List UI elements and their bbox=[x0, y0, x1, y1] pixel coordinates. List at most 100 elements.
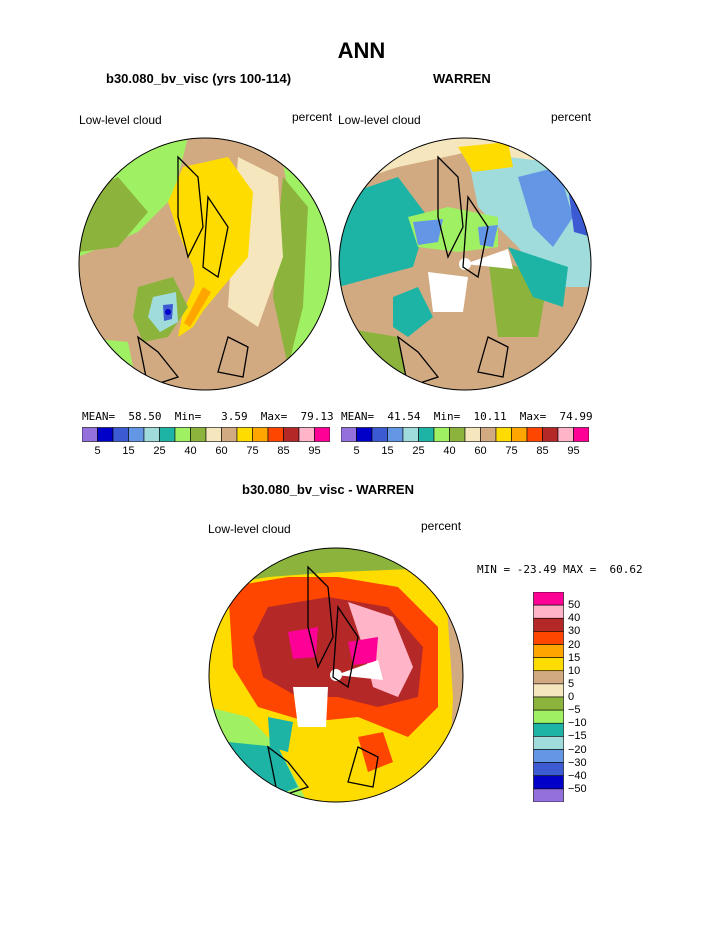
panel-2-field-pacific-blue bbox=[518, 167, 573, 247]
panel-2-variable-label: Low-level cloud bbox=[338, 113, 421, 127]
panel-3-missing-pole bbox=[336, 660, 383, 680]
panel-3-colorbar-tick-label: −50 bbox=[568, 782, 587, 795]
panel-3-colorbar-tick-label: 20 bbox=[568, 638, 581, 651]
panel-3-variable-label: Low-level cloud bbox=[208, 522, 291, 536]
panel-1-colorbar-swatch bbox=[82, 427, 98, 442]
panel-1-field-arctic-yellow bbox=[168, 157, 253, 317]
panel-2-missing-pole-hole bbox=[459, 258, 471, 270]
panel-2-polar-map bbox=[338, 137, 592, 391]
panel-2-colorbar-swatch bbox=[542, 427, 559, 442]
panel-1-colorbar-swatch bbox=[314, 427, 330, 442]
panel-1-map-border bbox=[78, 137, 332, 391]
panel-2-colorbar-tick-label: 25 bbox=[412, 445, 425, 457]
panel-1-colorbar-tick-label: 75 bbox=[246, 445, 259, 457]
panel-2-colorbar bbox=[341, 427, 589, 442]
panel-2-colorbar-tick-label: 85 bbox=[536, 445, 549, 457]
panel-3-colorbar-swatch bbox=[533, 670, 564, 685]
panel-2-stats: MEAN= 41.54 Min= 10.11 Max= 74.99 bbox=[341, 410, 593, 423]
panel-1-colorbar-swatch bbox=[174, 427, 191, 442]
panel-1-colorbar-swatch bbox=[97, 427, 114, 442]
panel-3-colorbar-swatch bbox=[533, 592, 564, 606]
panel-2-colorbar-swatch bbox=[495, 427, 512, 442]
panel-2-colorbar-swatch bbox=[449, 427, 466, 442]
panel-2-field-arctic-blue bbox=[413, 219, 443, 245]
panel-3-field-south-red bbox=[358, 732, 393, 772]
panel-3-colorbar-swatch bbox=[533, 788, 564, 802]
panel-3-colorbar-swatch bbox=[533, 617, 564, 632]
panel-3-map-border bbox=[208, 547, 464, 803]
panel-3-colorbar-swatch bbox=[533, 696, 564, 711]
panel-3-colorbar-tick-label: −10 bbox=[568, 717, 587, 730]
panel-2-colorbar-tick-label: 40 bbox=[443, 445, 456, 457]
panel-1-field-orange-streak bbox=[184, 287, 211, 327]
panel-2-missing-greenland bbox=[428, 272, 468, 312]
panel-1-colorbar-swatch bbox=[112, 427, 129, 442]
panel-3-colorbar bbox=[533, 592, 564, 802]
panel-2-field-arctic-blue-2 bbox=[478, 225, 498, 247]
panel-3-colorbar-swatch bbox=[533, 604, 564, 619]
panel-1-colorbar-swatch bbox=[128, 427, 145, 442]
panel-1-field-greenland-min bbox=[165, 309, 171, 315]
panel-3-colorbar-swatch bbox=[533, 709, 564, 724]
panel-1-colorbar-tick-label: 85 bbox=[277, 445, 290, 457]
panel-3-colorbar-swatch bbox=[533, 775, 564, 790]
panel-3-colorbar-tick-label: 30 bbox=[568, 625, 581, 638]
panel-3-missing-greenland bbox=[293, 687, 328, 727]
panel-1-colorbar-tick-label: 25 bbox=[153, 445, 166, 457]
panel-2-colorbar-swatch bbox=[464, 427, 481, 442]
panel-3-polar-map bbox=[208, 547, 464, 803]
panel-1-field-pacific-band bbox=[273, 177, 308, 367]
panel-3-colorbar-swatch bbox=[533, 683, 564, 698]
panel-1-field-greenland-cyan bbox=[148, 292, 178, 332]
panel-2-colorbar-swatch bbox=[356, 427, 373, 442]
panel-2-colorbar-swatch bbox=[480, 427, 497, 442]
panel-1-units-label: percent bbox=[292, 110, 333, 124]
panel-2-title: WARREN bbox=[433, 71, 491, 86]
panel-2-colorbar-tick-label: 95 bbox=[567, 445, 580, 457]
panel-3-colorbar-tick-label: −30 bbox=[568, 756, 587, 769]
panel-3-colorbar-tick-label: 50 bbox=[568, 599, 581, 612]
panel-2-field-greenland-teal bbox=[393, 287, 433, 337]
panel-3-colorbar-swatch bbox=[533, 657, 564, 672]
panel-3-colorbar-labels: 50 40 30 20 15 10 5 0 −5 −10 −15 −20 −30 −40 −50 bbox=[568, 592, 618, 802]
panel-1-colorbar-tick-label: 60 bbox=[215, 445, 228, 457]
panel-1-title: b30.080_bv_visc (yrs 100-114) bbox=[106, 71, 292, 86]
panel-1-colorbar-tick-label: 15 bbox=[122, 445, 135, 457]
panel-2-colorbar-tick-label: 5 bbox=[353, 445, 360, 457]
panel-2-colorbar-swatch bbox=[573, 427, 589, 442]
panel-3-field-pink-pacific bbox=[348, 602, 413, 697]
panel-2-colorbar-swatch bbox=[511, 427, 528, 442]
panel-2-colorbar-swatch bbox=[526, 427, 543, 442]
panel-3-colorbar-tick-label: 10 bbox=[568, 664, 581, 677]
panel-2-colorbar-swatch bbox=[557, 427, 574, 442]
panel-1-colorbar-swatch bbox=[205, 427, 222, 442]
panel-2-units-label: percent bbox=[551, 110, 592, 124]
panel-3-colorbar-tick-label: −5 bbox=[568, 704, 581, 717]
panel-3-colorbar-tick-label: −20 bbox=[568, 743, 587, 756]
panel-3-coastlines bbox=[267, 565, 379, 798]
panel-1-colorbar-swatch bbox=[283, 427, 300, 442]
panel-2-colorbar-swatch bbox=[387, 427, 404, 442]
panel-3-field-magenta-east bbox=[348, 637, 378, 665]
panel-1-colorbar-labels: 5 15 25 40 60 75 85 95 bbox=[82, 445, 330, 459]
panel-2-colorbar-swatch bbox=[341, 427, 357, 442]
panel-3-colorbar-swatch bbox=[533, 722, 564, 737]
panel-3-units-label: percent bbox=[421, 519, 462, 533]
panel-1-colorbar-swatch bbox=[298, 427, 315, 442]
panel-2-colorbar-swatch bbox=[371, 427, 388, 442]
panel-1-colorbar-swatch bbox=[236, 427, 253, 442]
panel-3-colorbar-tick-label: 40 bbox=[568, 612, 581, 625]
panel-1-colorbar-swatch bbox=[159, 427, 176, 442]
panel-1-colorbar-swatch bbox=[143, 427, 160, 442]
panel-3-stats: MIN = -23.49 MAX = 60.62 bbox=[477, 563, 643, 576]
panel-3-colorbar-tick-label: 0 bbox=[568, 691, 575, 703]
panel-2-coastlines bbox=[397, 155, 509, 388]
panel-2-missing-pole bbox=[465, 249, 513, 269]
panel-2-map-border bbox=[338, 137, 592, 391]
panel-1-colorbar-swatch bbox=[190, 427, 207, 442]
panel-2-field-atlantic-teal bbox=[339, 177, 428, 287]
panel-2-field-yellow bbox=[458, 142, 513, 172]
panel-1-colorbar-swatch bbox=[252, 427, 269, 442]
panel-2-colorbar-swatch bbox=[402, 427, 419, 442]
panel-2-field-east-teal bbox=[508, 247, 568, 307]
